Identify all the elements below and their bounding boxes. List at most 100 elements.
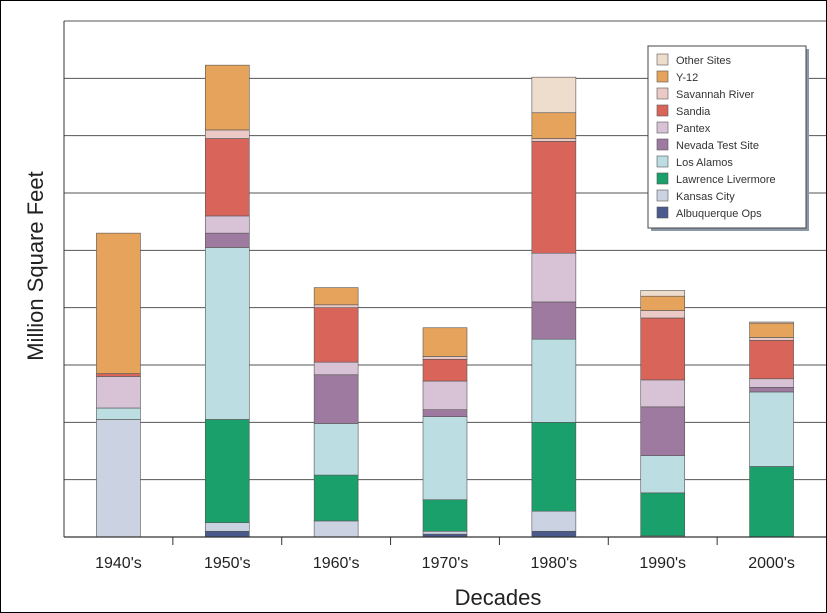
bar-stack — [749, 321, 794, 538]
bar-segment — [749, 378, 794, 388]
bar-segment — [313, 307, 359, 363]
legend-swatch — [656, 172, 669, 185]
bar-segment — [531, 530, 577, 538]
bar-segment — [96, 419, 141, 538]
bar-stack — [96, 232, 141, 538]
bar-segment — [204, 129, 250, 139]
legend-label: Sandia — [676, 106, 711, 118]
x-tick-labels: 1940's 1950's 1960's 1970's 1980's 1990's 2000… — [95, 537, 795, 572]
bar-segment — [422, 380, 468, 411]
bar-segment — [531, 338, 577, 423]
bar-segment — [204, 419, 250, 523]
bar-stack — [640, 290, 686, 538]
bar-segment — [531, 76, 577, 114]
legend-label: Y-12 — [676, 72, 698, 84]
x-tick-label: 1980's — [531, 555, 578, 572]
bar-segment — [204, 247, 250, 420]
bar-segment — [313, 374, 359, 424]
bar-segment — [749, 321, 794, 324]
bar-segment — [204, 138, 250, 217]
x-tick-label: 1970's — [422, 555, 469, 572]
bar-segment — [204, 522, 250, 532]
bar-segment — [313, 304, 359, 308]
bar-segment — [531, 301, 577, 340]
bar-stack — [313, 287, 359, 538]
legend-swatch — [656, 138, 669, 151]
legend-label: Los Alamos — [676, 157, 733, 169]
bar-stack — [422, 327, 468, 538]
x-tick-label: 1940's — [95, 555, 142, 572]
bar-segment — [313, 361, 359, 376]
bar-segment — [313, 520, 359, 538]
bar-segment — [313, 423, 359, 476]
bar-segment — [96, 373, 141, 377]
bar-segment — [531, 112, 577, 139]
bar-segment — [96, 376, 141, 409]
bar-segment — [204, 64, 250, 131]
bar-segment — [749, 391, 794, 467]
legend-label: Other Sites — [676, 55, 732, 67]
legend-swatch — [656, 189, 669, 202]
bar-stack — [531, 76, 577, 538]
bar-segment — [640, 379, 686, 408]
x-tick-label: 1960's — [313, 555, 360, 572]
legend-label: Pantex — [676, 123, 711, 135]
bar-segment — [422, 499, 468, 532]
bar-segment — [531, 510, 577, 532]
legend-swatch — [656, 70, 669, 83]
bar-segment — [531, 252, 577, 303]
axes — [63, 21, 826, 538]
bar-segment — [640, 290, 686, 297]
legend-swatch — [656, 87, 669, 100]
bar-segment — [640, 310, 686, 319]
bar-segment — [422, 409, 468, 417]
bar-segment — [640, 455, 686, 494]
bar-segment — [422, 327, 468, 357]
bar-segment — [422, 356, 468, 360]
bar-segment — [422, 358, 468, 382]
bar-segment — [96, 407, 141, 420]
legend-label: Nevada Test Site — [676, 140, 759, 152]
bar-segment — [96, 232, 141, 374]
bar-segment — [640, 295, 686, 311]
bar-segment — [204, 215, 250, 234]
bar-segment — [640, 406, 686, 456]
bar-segment — [749, 466, 794, 538]
bar-segment — [749, 340, 794, 380]
x-tick-label: 2000's — [748, 555, 795, 572]
bar-segment — [422, 530, 468, 535]
legend-swatch — [656, 53, 669, 66]
bar-segment — [749, 322, 794, 338]
y-axis-title: Million Square Feet — [23, 171, 48, 361]
bar-segment — [749, 387, 794, 393]
legend-label: Kansas City — [676, 191, 735, 203]
legend-swatch — [656, 206, 669, 219]
bar-stack — [204, 64, 250, 538]
bar-segment — [531, 422, 577, 512]
bar-segment — [204, 232, 250, 248]
legend: Other Sites Y-12 Savannah River Sandia Pante… — [647, 45, 809, 231]
legend-label: Lawrence Livermore — [676, 174, 776, 186]
legend-label: Savannah River — [676, 89, 755, 101]
bar-segment — [531, 138, 577, 142]
bar-segment — [749, 337, 794, 341]
gridlines — [64, 20, 826, 538]
bar-segment — [640, 492, 686, 537]
bar-segment — [204, 530, 250, 538]
bar-segment — [313, 287, 359, 306]
bar-segment — [313, 474, 359, 522]
bar-segment — [531, 141, 577, 254]
legend-label: Albuquerque Ops — [676, 208, 762, 220]
legend-swatch — [656, 104, 669, 117]
bar-segment — [640, 317, 686, 381]
legend-swatch — [656, 121, 669, 134]
legend-box — [647, 45, 807, 229]
legend-swatch — [656, 155, 669, 168]
x-tick-label: 1990's — [639, 555, 686, 572]
bar-segment — [422, 416, 468, 501]
x-axis-title: Decades — [455, 585, 542, 610]
x-tick-label: 1950's — [204, 555, 251, 572]
bar-stacks — [96, 64, 794, 538]
